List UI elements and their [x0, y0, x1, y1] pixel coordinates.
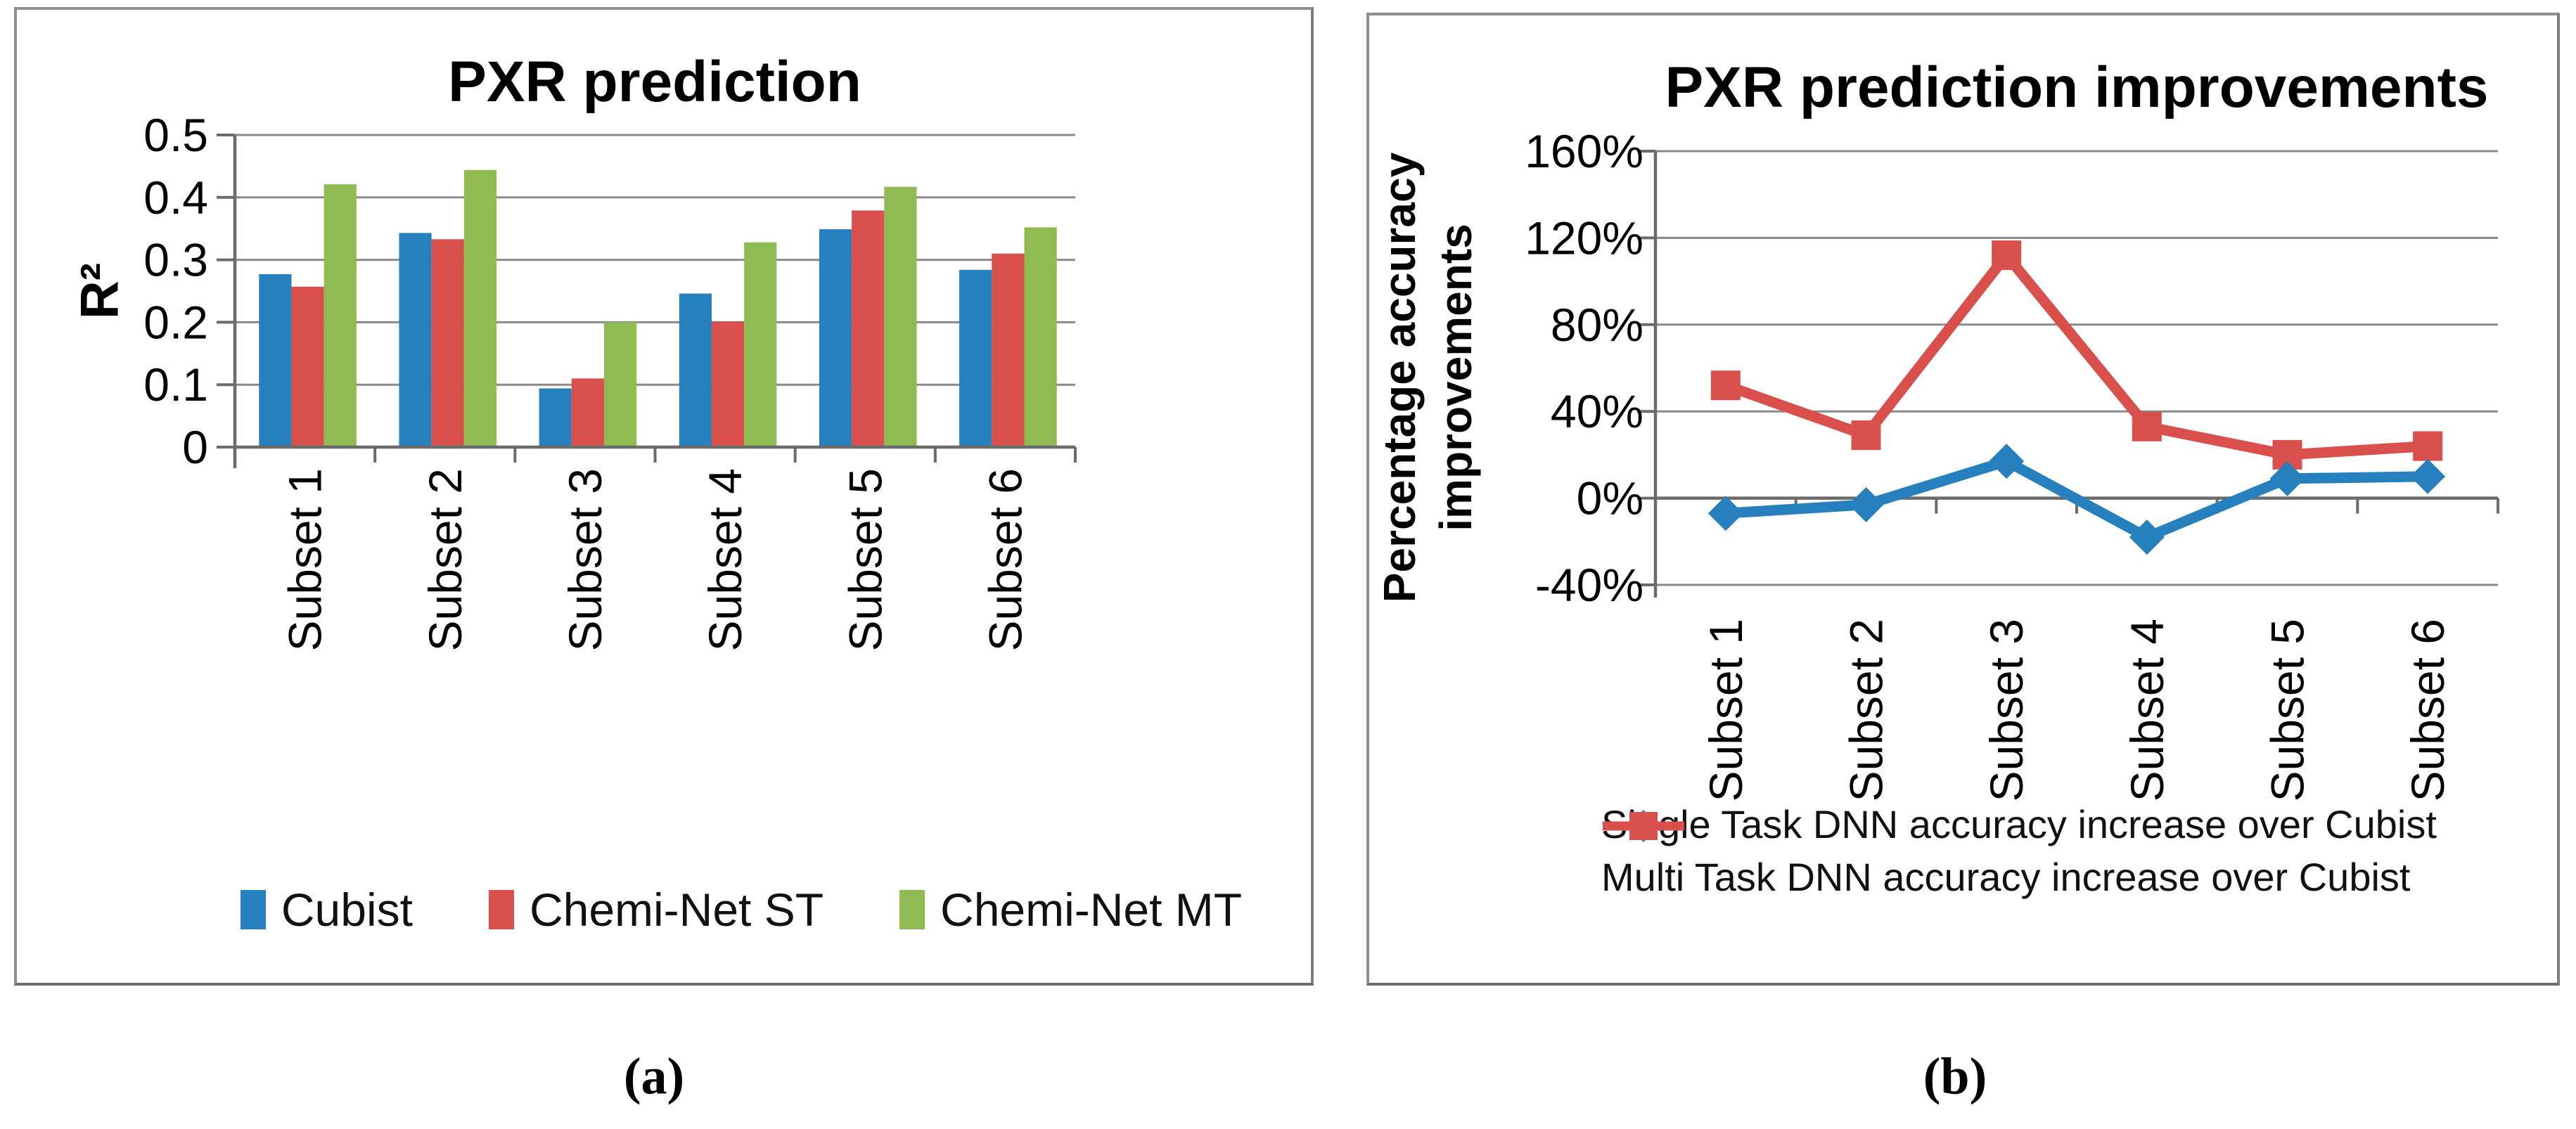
caption-b: (b) — [1923, 1047, 1987, 1106]
panel-b-line-chart: PXR prediction improvements 160% 120% 80% 40… — [1366, 13, 2560, 986]
bar-chemi-net-mt-subset-3 — [604, 322, 637, 447]
legend-item-chemi-net-st: Chemi-Net ST — [488, 883, 824, 936]
caption-a: (a) — [623, 1047, 685, 1106]
legend-label: Multi Task DNN accuracy increase over Cu… — [1601, 855, 2411, 899]
y-tick-label: 0% — [1577, 472, 1643, 524]
x-category-label: Subset 2 — [1840, 619, 1892, 802]
bar-chemi-net-st-subset-3 — [571, 378, 605, 447]
marker-diamond-subset-3 — [1989, 444, 2025, 479]
bar-cubist-subset-1 — [259, 274, 292, 447]
bar-chemi-net-st-subset-6 — [992, 253, 1025, 447]
chart-title: PXR prediction improvements — [1665, 56, 2488, 120]
y-tick-label: -40% — [1535, 559, 1643, 611]
bar-cubist-subset-5 — [819, 229, 852, 447]
x-category-label: Subset 3 — [559, 468, 611, 652]
bar-chemi-net-mt-subset-4 — [744, 242, 777, 447]
marker-square-subset-1 — [1710, 370, 1741, 401]
line-chart-pxr-improvements: PXR prediction improvements 160% 120% 80% 40… — [1374, 56, 2499, 802]
marker-square-subset-2 — [1851, 420, 1881, 451]
y-tick-label: 0.2 — [143, 296, 208, 348]
y-tick-label: 0.1 — [143, 359, 208, 411]
y-tick-label: 0.3 — [143, 234, 208, 286]
marker-diamond-subset-2 — [1848, 486, 1884, 522]
y-tick-label: 120% — [1525, 212, 1643, 264]
chart-title: PXR prediction — [448, 50, 861, 114]
bar-chemi-net-st-subset-2 — [431, 239, 464, 447]
bar-chart-legend: Cubist Chemi-Net ST Chemi-Net MT — [193, 883, 1290, 936]
marker-square-subset-6 — [2413, 431, 2443, 461]
bar-chemi-net-mt-subset-6 — [1024, 227, 1057, 447]
legend-item-cubist: Cubist — [240, 883, 413, 936]
x-category-label: Subset 6 — [979, 468, 1031, 652]
x-category-label: Subset 6 — [2402, 619, 2454, 802]
y-tick-label: 40% — [1551, 385, 1643, 437]
legend-label: Chemi-Net ST — [529, 884, 824, 936]
x-category-label: Subset 1 — [279, 468, 331, 652]
legend-label: Cubist — [281, 884, 413, 936]
legend-label: Single Task DNN accuracy increase over C… — [1601, 802, 2437, 846]
legend-square — [1629, 812, 1658, 840]
x-category-label: Subset 4 — [2121, 619, 2173, 802]
legend-label: Chemi-Net MT — [940, 884, 1243, 936]
legend-swatch-icon — [488, 890, 514, 929]
legend-swatch-icon — [240, 890, 266, 929]
y-tick-label: 0.5 — [143, 109, 208, 161]
marker-diamond-subset-1 — [1707, 496, 1743, 531]
square-marker-icon — [1603, 812, 1684, 840]
bar-chemi-net-st-subset-4 — [711, 321, 745, 447]
line-blue-series — [1725, 456, 2428, 543]
marker-square-subset-4 — [2132, 411, 2162, 441]
y-tick-label: 0.4 — [143, 172, 208, 224]
bar-cubist-subset-6 — [959, 269, 992, 447]
y-tick-label: 80% — [1551, 299, 1643, 351]
bar-cubist-subset-2 — [399, 233, 432, 447]
line-chart-legend: Single Task DNN accuracy increase over C… — [1601, 801, 2437, 900]
bar-chart-pxr-prediction: PXR prediction 0.5 0.4 0.3 0.2 0.1 0 Subset 1 Su… — [70, 50, 1077, 652]
bar-cubist-subset-4 — [679, 293, 712, 447]
marker-diamond-subset-5 — [2269, 460, 2305, 496]
bar-chemi-net-mt-subset-2 — [463, 169, 497, 447]
marker-square-subset-3 — [1992, 240, 2022, 271]
legend-item-chemi-net-mt: Chemi-Net MT — [899, 883, 1242, 936]
legend-item-blue-series: Single Task DNN accuracy increase over C… — [1601, 801, 2437, 847]
x-category-label: Subset 5 — [2262, 619, 2314, 802]
x-category-label: Subset 1 — [1700, 619, 1752, 802]
legend-swatch-icon — [899, 890, 925, 929]
bar-chemi-net-st-subset-1 — [291, 286, 324, 447]
bar-cubist-subset-3 — [539, 388, 572, 447]
x-category-label: Subset 2 — [419, 468, 471, 652]
y-axis-title: R² — [70, 263, 130, 319]
bar-chemi-net-mt-subset-5 — [884, 186, 917, 447]
panel-a-bar-chart: PXR prediction 0.5 0.4 0.3 0.2 0.1 0 Subset 1 Su… — [14, 7, 1314, 986]
x-category-label: Subset 3 — [1980, 619, 2032, 802]
y-tick-label: 160% — [1525, 125, 1643, 177]
bar-chemi-net-st-subset-5 — [852, 210, 885, 447]
x-category-label: Subset 4 — [699, 468, 751, 652]
marker-diamond-subset-4 — [2129, 520, 2165, 555]
legend-item-red-series: Multi Task DNN accuracy increase over Cu… — [1601, 812, 2437, 900]
bar-chemi-net-mt-subset-1 — [323, 184, 357, 447]
y-axis-title: Percentage accuracy improvements — [1374, 152, 1481, 602]
line-red-series — [1724, 247, 2428, 460]
y-tick-label: 0 — [182, 421, 208, 473]
x-category-label: Subset 5 — [839, 468, 891, 652]
marker-diamond-subset-6 — [2410, 458, 2446, 494]
